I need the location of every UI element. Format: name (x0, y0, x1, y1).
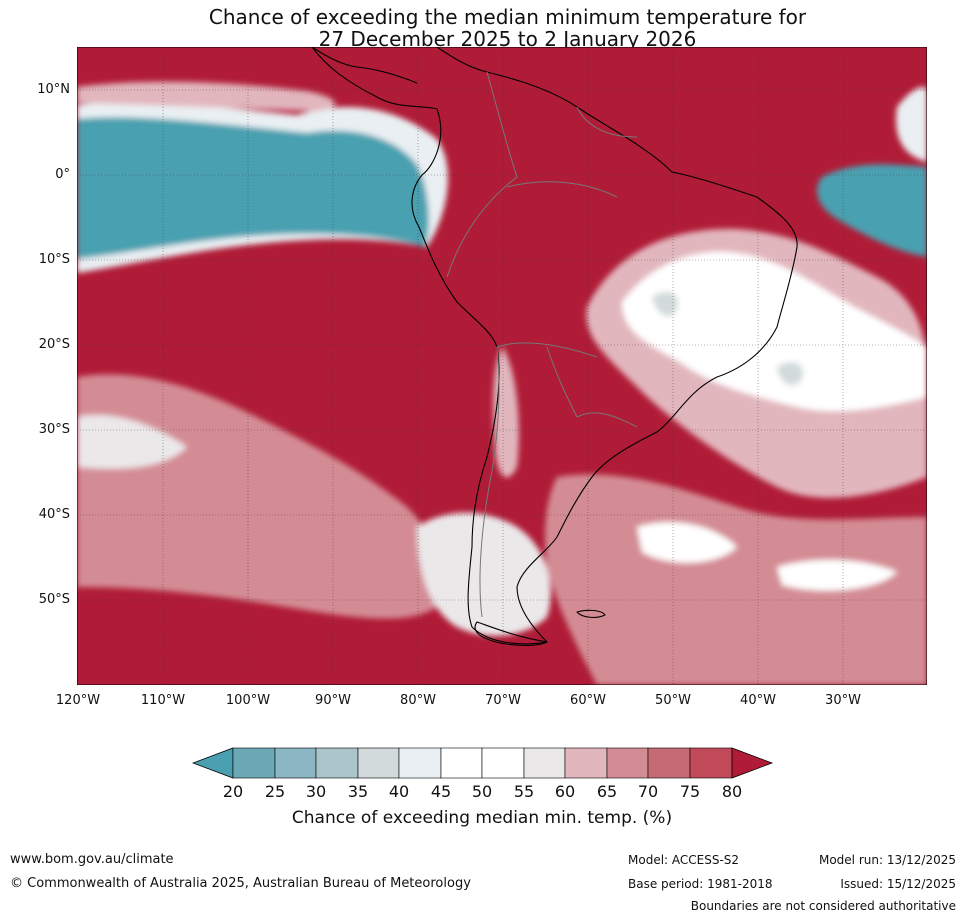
pacific-teal-band (77, 117, 429, 259)
colorbar (192, 747, 774, 779)
north-atlantic-pale-streak (77, 81, 336, 111)
base-period: Base period: 1981-2018 (628, 877, 773, 891)
graticule (77, 47, 927, 685)
colorbar-band (481, 747, 525, 779)
website-link[interactable]: www.bom.gov.au/climate (10, 852, 174, 867)
colorbar-tick: 25 (264, 782, 286, 801)
tierra-del-fuego (474, 621, 548, 646)
brazil-grey-blobs (652, 291, 803, 386)
coastline (311, 47, 798, 646)
map-title-line-2: 27 December 2025 to 2 January 2026 (318, 27, 697, 51)
country-borders (446, 71, 638, 618)
colorbar-band (274, 747, 317, 779)
colorbar-band (647, 747, 691, 779)
falkland-islands (576, 609, 606, 618)
copyright-notice: © Commonwealth of Australia 2025, Austra… (10, 876, 471, 891)
latitude-label: 50°S (38, 592, 70, 607)
colorbar-tick: 65 (596, 782, 618, 801)
colorbar-tick: 75 (679, 782, 701, 801)
colorbar-band (606, 747, 649, 779)
colorbar-band (232, 747, 276, 779)
colorbar-tick: 55 (513, 782, 535, 801)
longitude-label: 50°W (655, 693, 691, 708)
longitude-label: 100°W (225, 693, 271, 708)
issued-date: Issued: 15/12/2025 (840, 877, 956, 891)
longitude-label: 70°W (485, 693, 521, 708)
atlantic-white-arc (896, 87, 927, 162)
colorbar-tick: 40 (388, 782, 410, 801)
andes-pale-strip (493, 347, 519, 478)
longitude-label: 40°W (740, 693, 776, 708)
latitude-label: 10°N (37, 82, 70, 97)
latitude-label: 40°S (38, 507, 70, 522)
colorbar-tick: 30 (305, 782, 327, 801)
colorbar-tick: 80 (721, 782, 743, 801)
colorbar-tick: 35 (347, 782, 369, 801)
latitude-label: 0° (55, 167, 70, 182)
longitude-label: 90°W (315, 693, 351, 708)
colorbar-band (523, 747, 566, 779)
boundary-disclaimer: Boundaries are not considered authoritat… (690, 899, 956, 913)
longitude-label: 30°W (825, 693, 861, 708)
colorbar-tick: 20 (222, 782, 244, 801)
south-pacific-white-patch (77, 415, 187, 469)
colorbar-band (564, 747, 608, 779)
colorbar-band (689, 747, 733, 779)
colorbar-high-extension (731, 747, 774, 779)
longitude-label: 110°W (140, 693, 186, 708)
atlantic-teal-patch (817, 164, 927, 257)
model-name: Model: ACCESS-S2 (628, 853, 740, 867)
south-pacific-pale-field (77, 374, 441, 619)
colorbar-tick: 60 (554, 782, 576, 801)
colorbar-low-extension (192, 747, 234, 779)
longitude-label: 60°W (570, 693, 606, 708)
colorbar-band (315, 747, 359, 779)
colorbar-band (398, 747, 442, 779)
south-atlantic-white-patches (637, 522, 897, 591)
colorbar-tick: 70 (637, 782, 659, 801)
longitude-label: 120°W (55, 693, 101, 708)
latitude-label: 10°S (38, 252, 70, 267)
colorbar-tick: 50 (471, 782, 493, 801)
probability-map (77, 47, 927, 685)
latitude-label: 20°S (38, 337, 70, 352)
south-america-coastline (311, 47, 798, 645)
patagonia-white-field (417, 512, 551, 636)
colorbar-band (440, 747, 483, 779)
colorbar-tick: 45 (430, 782, 452, 801)
latitude-label: 30°S (38, 422, 70, 437)
model-run-date: Model run: 13/12/2025 (818, 853, 956, 867)
central-america-coastline (311, 47, 418, 84)
map-title-line-1: Chance of exceeding the median minimum t… (208, 5, 807, 29)
colorbar-band (357, 747, 400, 779)
longitude-label: 80°W (400, 693, 436, 708)
colorbar-label: Chance of exceeding median min. temp. (%… (291, 808, 673, 828)
